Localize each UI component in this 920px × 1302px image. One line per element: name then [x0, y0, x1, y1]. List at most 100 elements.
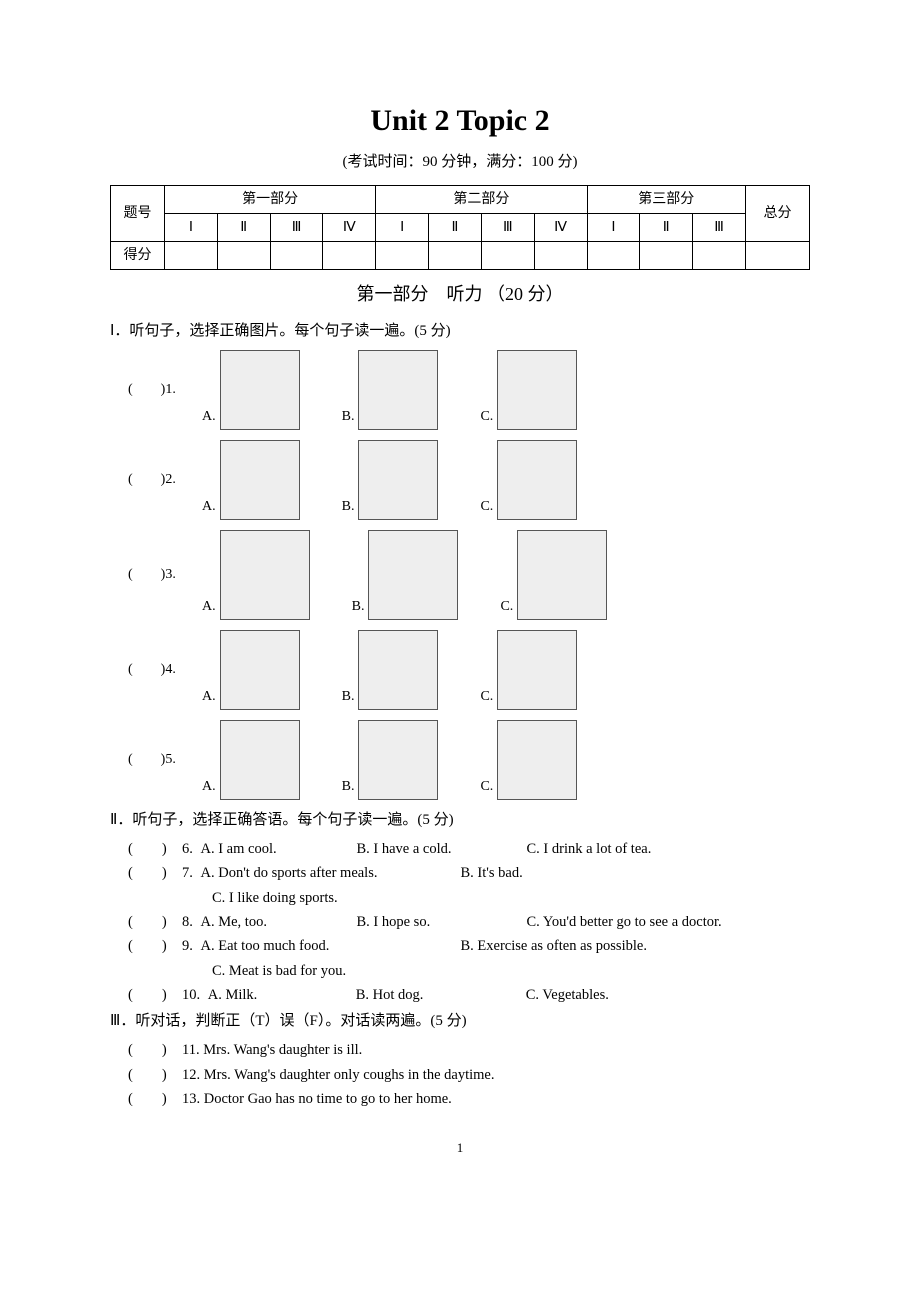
total-header: 总分 — [746, 186, 810, 242]
question-number: ( )2. — [128, 470, 202, 490]
answer-paren: ( ) — [128, 839, 182, 859]
answer-paren: ( ) — [128, 1040, 182, 1060]
page-number: 1 — [110, 1139, 810, 1157]
picture-question-row: ( )1. A. B. C. — [110, 350, 810, 430]
score-cell — [640, 242, 693, 270]
page-title: Unit 2 Topic 2 — [110, 100, 810, 142]
option-label: C. — [480, 497, 493, 521]
roman-cell: Ⅲ — [481, 214, 534, 242]
score-cell — [270, 242, 323, 270]
score-cell — [323, 242, 376, 270]
answer-paren: ( ) — [128, 863, 182, 883]
part3-header: 第三部分 — [587, 186, 746, 214]
option-a: A. Don't do sports after meals. — [197, 863, 461, 883]
option-b: B. It's bad. — [461, 863, 523, 883]
question-number: ( )1. — [128, 380, 202, 400]
option-label: A. — [202, 687, 216, 711]
picture-placeholder — [220, 720, 300, 800]
score-cell — [534, 242, 587, 270]
option-label: A. — [202, 597, 216, 621]
option-c: C. I like doing sports. — [110, 888, 810, 908]
picture-placeholder — [517, 530, 607, 620]
tf-question: ( )11. Mrs. Wang's daughter is ill. — [110, 1040, 810, 1060]
score-cell — [376, 242, 429, 270]
option-label: A. — [202, 777, 216, 801]
option-c: C. Vegetables. — [526, 985, 609, 1005]
option-b: B. I hope so. — [357, 912, 527, 932]
picture-question-row: ( )4. A. B. C. — [110, 630, 810, 710]
exam-subtitle: (考试时间：90 分钟，满分：100 分) — [110, 152, 810, 173]
option-label: B. — [342, 497, 355, 521]
picture-placeholder — [368, 530, 458, 620]
roman-cell: Ⅱ — [640, 214, 693, 242]
question-number: ( )3. — [128, 565, 202, 585]
roman-cell: Ⅱ — [429, 214, 482, 242]
picture-placeholder — [220, 530, 310, 620]
tf-question: ( )13. Doctor Gao has no time to go to h… — [110, 1089, 810, 1109]
row-label-tihao: 题号 — [111, 186, 165, 242]
picture-placeholder — [220, 630, 300, 710]
text-question: ( )7. A. Don't do sports after meals. B.… — [110, 863, 810, 883]
roman-cell: Ⅰ — [587, 214, 640, 242]
question-text: 13. Doctor Gao has no time to go to her … — [182, 1091, 452, 1107]
score-cell — [587, 242, 640, 270]
question-number: ( )5. — [128, 750, 202, 770]
option-label: A. — [202, 407, 216, 431]
score-cell — [217, 242, 270, 270]
score-cell — [481, 242, 534, 270]
question-number: ( )4. — [128, 660, 202, 680]
question-text: 11. Mrs. Wang's daughter is ill. — [182, 1042, 362, 1058]
section-heading: 第一部分 听力 （20 分） — [110, 282, 810, 307]
score-table: 题号 第一部分 第二部分 第三部分 总分 Ⅰ Ⅱ Ⅲ Ⅳ Ⅰ Ⅱ Ⅲ Ⅳ Ⅰ Ⅱ… — [110, 185, 810, 270]
picture-placeholder — [358, 630, 438, 710]
roman-cell: Ⅳ — [323, 214, 376, 242]
option-b: B. Exercise as often as possible. — [461, 936, 647, 956]
picture-placeholder — [497, 440, 577, 520]
roman-cell: Ⅰ — [165, 214, 218, 242]
text-question: ( )6. A. I am cool. B. I have a cold. C.… — [110, 839, 810, 859]
text-question: ( )10. A. Milk. B. Hot dog. C. Vegetable… — [110, 985, 810, 1005]
tf-question: ( )12. Mrs. Wang's daughter only coughs … — [110, 1065, 810, 1085]
answer-paren: ( ) — [128, 1065, 182, 1085]
option-label: C. — [500, 597, 513, 621]
question-number: 10. — [182, 985, 200, 1005]
option-a: A. I am cool. — [197, 839, 357, 859]
roman-cell: Ⅲ — [270, 214, 323, 242]
picture-placeholder — [497, 350, 577, 430]
roman-cell: Ⅰ — [376, 214, 429, 242]
answer-paren: ( ) — [128, 985, 182, 1005]
option-label: B. — [342, 687, 355, 711]
picture-question-row: ( )3. A. B. C. — [110, 530, 810, 620]
roman-cell: Ⅳ — [534, 214, 587, 242]
part1-instruction: Ⅰ．听句子，选择正确图片。每个句子读一遍。(5 分) — [110, 321, 810, 342]
text-question: ( )8. A. Me, too. B. I hope so. C. You'd… — [110, 912, 810, 932]
roman-cell: Ⅲ — [693, 214, 746, 242]
score-cell — [746, 242, 810, 270]
picture-question-row: ( )2. A. B. C. — [110, 440, 810, 520]
option-label: B. — [342, 407, 355, 431]
option-b: B. Hot dog. — [356, 985, 526, 1005]
question-number: 6. — [182, 839, 193, 859]
picture-placeholder — [358, 440, 438, 520]
question-number: 7. — [182, 863, 193, 883]
row-label-defen: 得分 — [111, 242, 165, 270]
option-c: C. You'd better go to see a doctor. — [527, 912, 722, 932]
picture-question-row: ( )5. A. B. C. — [110, 720, 810, 800]
option-c: C. Meat is bad for you. — [110, 961, 810, 981]
picture-placeholder — [358, 720, 438, 800]
picture-placeholder — [497, 720, 577, 800]
option-b: B. I have a cold. — [357, 839, 527, 859]
option-label: B. — [352, 597, 365, 621]
answer-paren: ( ) — [128, 1089, 182, 1109]
part2-instruction: Ⅱ．听句子，选择正确答语。每个句子读一遍。(5 分) — [110, 810, 810, 831]
picture-placeholder — [220, 350, 300, 430]
score-cell — [165, 242, 218, 270]
option-label: C. — [480, 407, 493, 431]
option-label: C. — [480, 687, 493, 711]
answer-paren: ( ) — [128, 912, 182, 932]
question-text: 12. Mrs. Wang's daughter only coughs in … — [182, 1067, 494, 1083]
answer-paren: ( ) — [128, 936, 182, 956]
option-label: A. — [202, 497, 216, 521]
picture-placeholder — [220, 440, 300, 520]
score-cell — [693, 242, 746, 270]
